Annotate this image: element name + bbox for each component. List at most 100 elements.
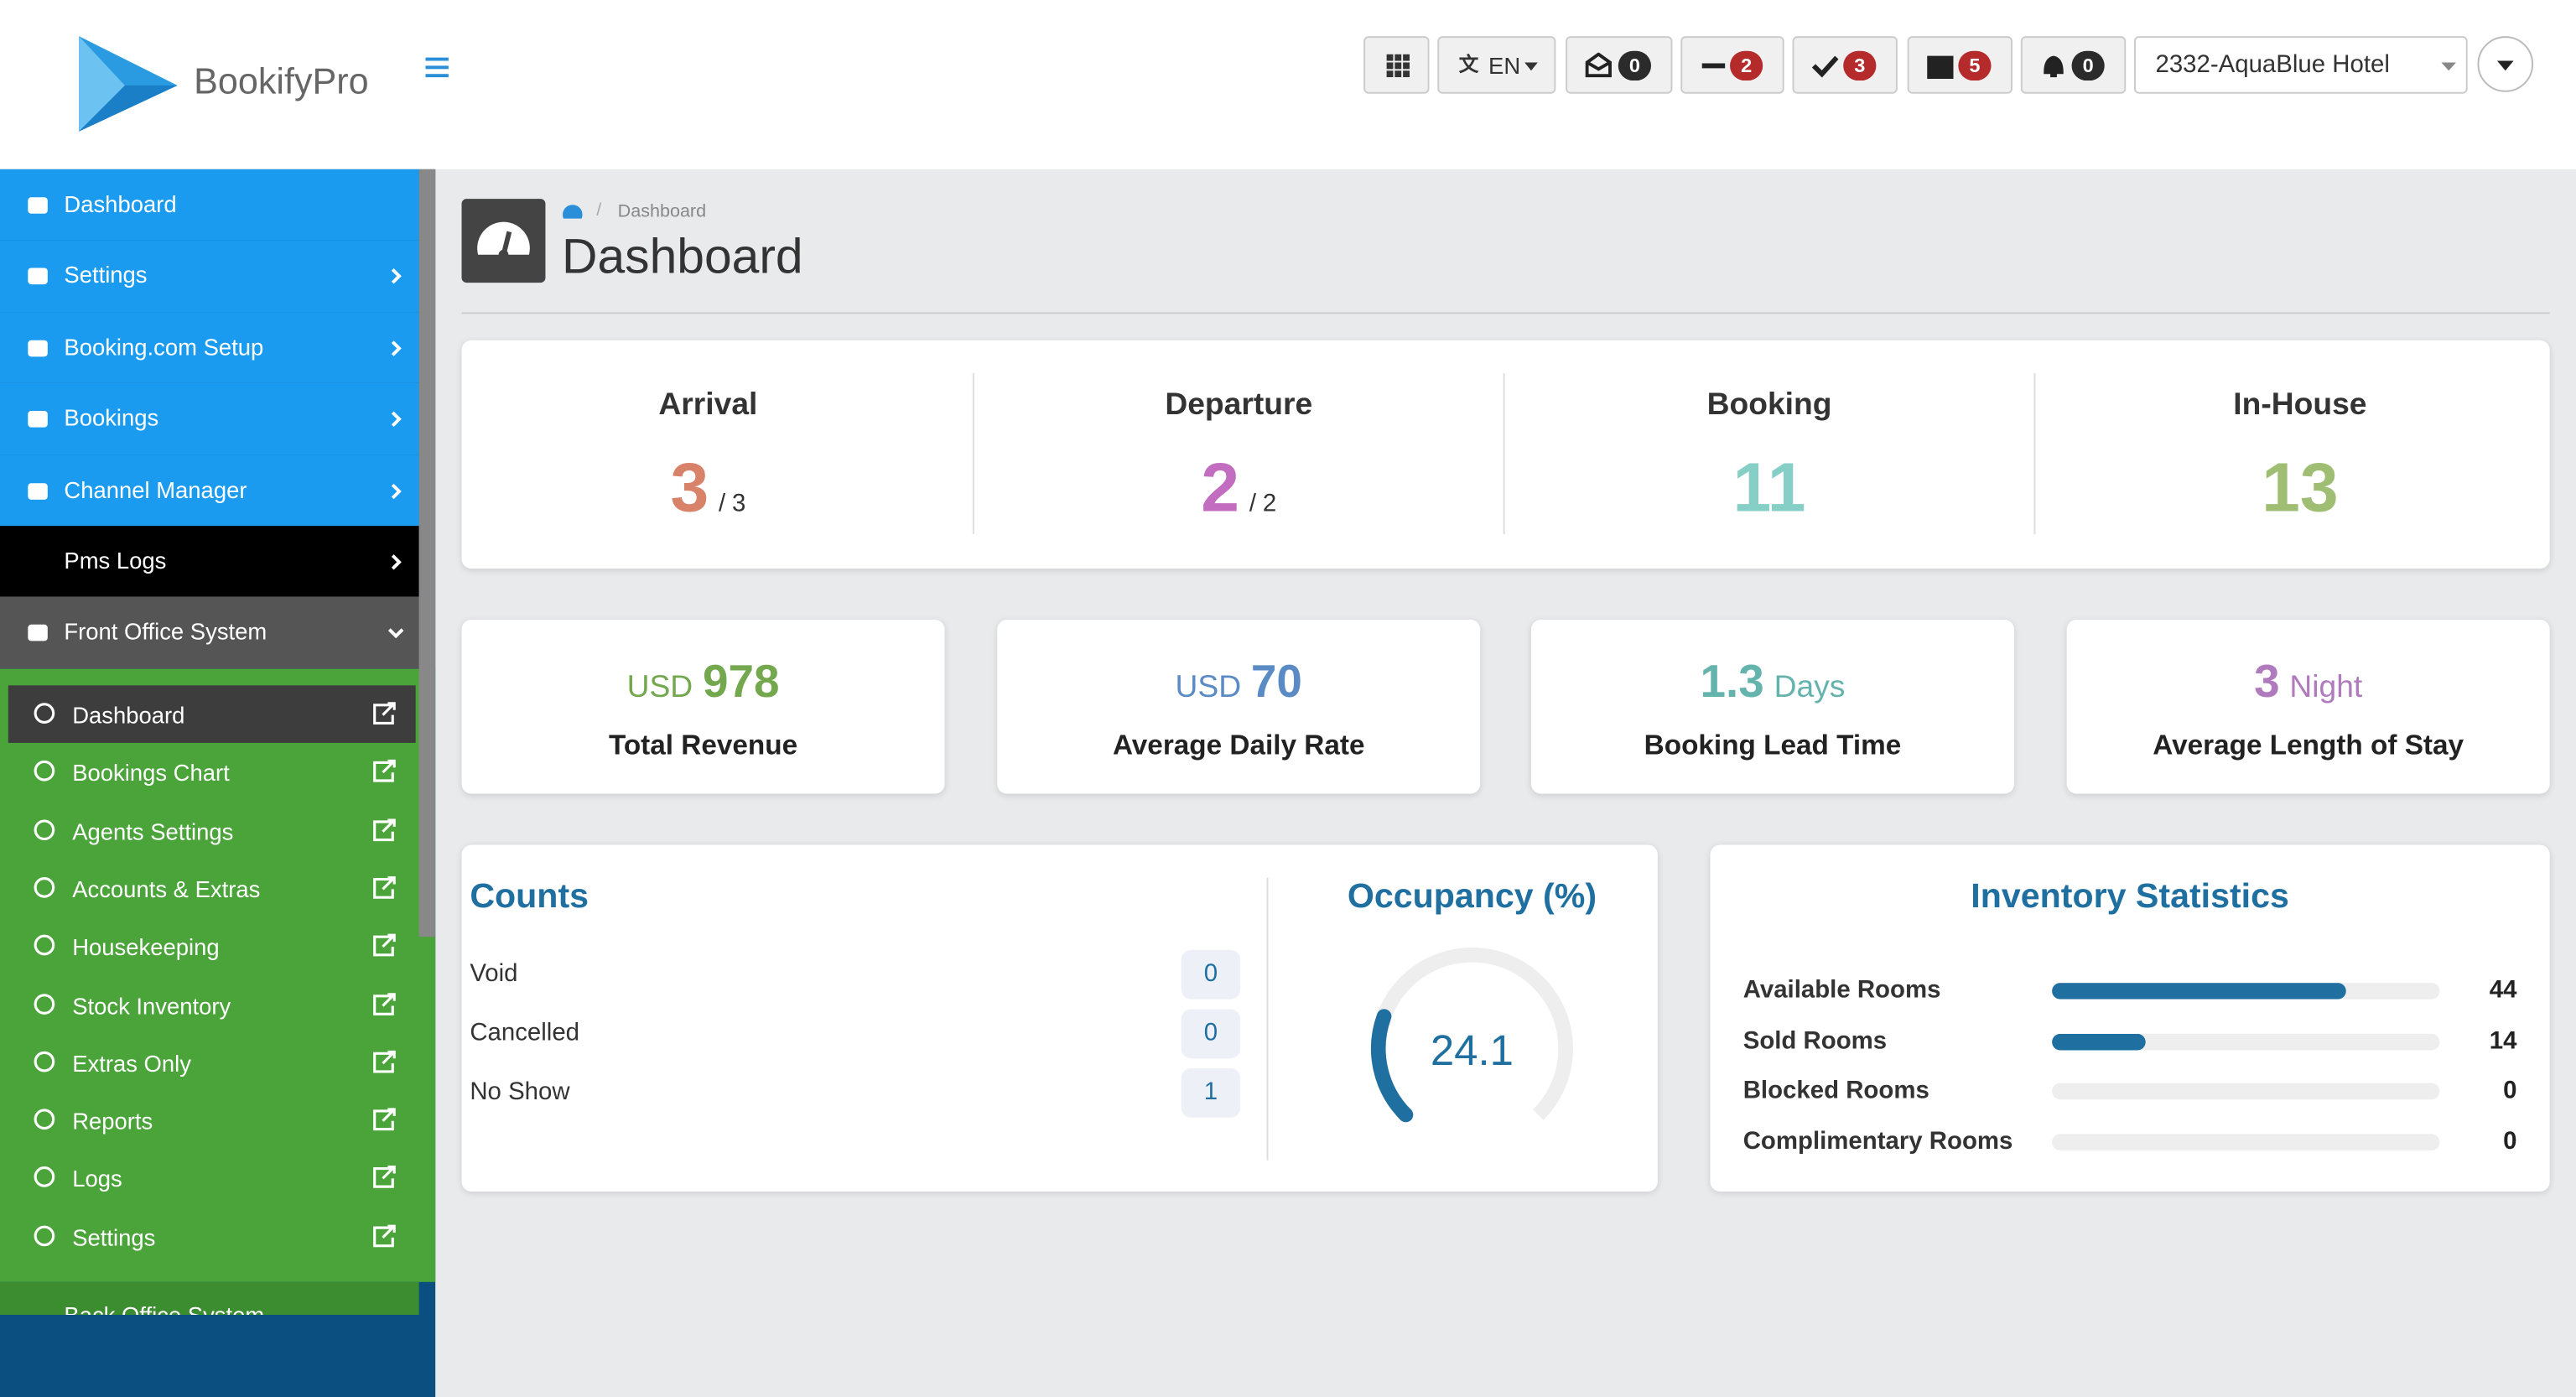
stat-value-row: 2/2: [1074, 449, 1403, 527]
submenu-label: Logs: [72, 1166, 122, 1192]
menu-label: Back Office System: [64, 1301, 264, 1315]
page-icon: [461, 199, 546, 283]
menu-label: Booking.com Setup: [64, 333, 264, 360]
progress-bar: [2052, 1033, 2146, 1050]
kpi-label: Total Revenue: [608, 730, 798, 761]
submenu-item[interactable]: Reports: [8, 1092, 416, 1150]
menu-label: Settings: [64, 262, 148, 288]
inventory-label: Blocked Rooms: [1742, 1077, 1929, 1105]
kpi-card: USD 70 Average Daily Rate: [997, 619, 1481, 794]
kpi-value: 978: [702, 656, 780, 707]
stat-value: 13: [2262, 449, 2339, 527]
kpi-suffix: Days: [1774, 670, 1846, 705]
scrollbar: [418, 169, 436, 937]
notification-button[interactable]: 5: [1907, 36, 2013, 94]
menu-item[interactable]: Pms Logs: [0, 526, 419, 598]
breadcrumb-sep: /: [596, 200, 602, 221]
progress-bar: [2052, 983, 2346, 1000]
kpi-label: Average Length of Stay: [2153, 730, 2464, 761]
apps-button[interactable]: [1363, 36, 1430, 94]
count-badge: 1: [1181, 1068, 1241, 1118]
badge: 0: [1618, 50, 1651, 81]
submenu-label: Housekeeping: [72, 933, 220, 961]
counts-title: Counts: [470, 877, 589, 916]
stat-label: In-House: [2233, 387, 2367, 423]
submenu-item[interactable]: Dashboard: [8, 685, 416, 744]
language-button[interactable]: 文 EN: [1437, 36, 1556, 94]
submenu-label: Settings: [72, 1223, 156, 1250]
page-title: Dashboard: [562, 230, 803, 285]
logo: [79, 36, 178, 132]
badge: 0: [2071, 50, 2105, 81]
column-divider: [1503, 372, 1505, 534]
stat-separator: /: [1249, 490, 1256, 518]
submenu: [0, 668, 436, 1282]
inventory-label: Sold Rooms: [1742, 1026, 1888, 1055]
submenu-label: Extras Only: [72, 1050, 191, 1077]
inventory-label: Available Rooms: [1742, 976, 1941, 1005]
kpi-label: Booking Lead Time: [1644, 730, 1902, 761]
menu-item: Back Office System: [0, 1281, 419, 1315]
progress-track: [2052, 1134, 2440, 1151]
submenu-item[interactable]: Agents Settings: [8, 802, 416, 859]
menu-label: Pms Logs: [64, 547, 167, 574]
kpi-value: 70: [1250, 656, 1302, 707]
progress-track: [2052, 1083, 2440, 1101]
submenu-item[interactable]: Housekeeping: [8, 917, 416, 975]
header: BookifyPro 文 EN 2332-AquaBlue Hotel: [0, 0, 2576, 169]
notification-button[interactable]: 3: [1792, 36, 1898, 94]
stat-value: 11: [1732, 449, 1806, 527]
inventory-value: 0: [2503, 1077, 2517, 1105]
kpi-card: 3 Night Average Length of Stay: [2066, 619, 2550, 794]
inventory-label: Complimentary Rooms: [1742, 1127, 2013, 1156]
submenu-item[interactable]: Settings: [8, 1207, 416, 1265]
menu-item[interactable]: Bookings: [0, 383, 419, 455]
count-label: Void: [470, 959, 518, 988]
sidebar: Dashboard Settings Booking.com Setup Bookin…: [0, 169, 436, 1397]
notification-button[interactable]: 0: [1566, 36, 1673, 94]
language: EN: [1488, 52, 1521, 80]
stat-value-row: 13: [2136, 449, 2464, 527]
submenu-item[interactable]: Bookings Chart: [8, 744, 416, 802]
stat-total: 2: [1262, 490, 1277, 518]
submenu-item[interactable]: Logs: [8, 1150, 416, 1207]
stat-value-row: 3/3: [543, 449, 872, 527]
hamburger[interactable]: [425, 56, 449, 79]
menu-item[interactable]: Channel Manager: [0, 454, 419, 527]
progress-track: [2052, 1033, 2440, 1050]
column-divider: [972, 372, 974, 534]
submenu-item[interactable]: Stock Inventory: [8, 975, 416, 1033]
menu-label: Channel Manager: [64, 475, 247, 502]
badge: 5: [1958, 50, 1992, 81]
count-badge: 0: [1181, 1009, 1241, 1059]
brand: BookifyPro: [194, 60, 369, 102]
kpi-prefix: USD: [1175, 670, 1242, 705]
hotel-select[interactable]: 2332-AquaBlue Hotel: [2134, 36, 2468, 94]
notification-button[interactable]: 0: [2020, 36, 2127, 94]
menu-item[interactable]: Settings: [0, 240, 419, 312]
kpi-card: 1.3 Days Booking Lead Time: [1530, 619, 2014, 794]
breadcrumb[interactable]: Dashboard: [617, 202, 707, 222]
stat-label: Booking: [1706, 387, 1832, 423]
user-menu[interactable]: [2477, 36, 2534, 92]
menu-item[interactable]: Booking.com Setup: [0, 312, 419, 384]
notification-button[interactable]: 2: [1680, 36, 1784, 94]
stat-value: 2: [1201, 449, 1240, 527]
submenu-item[interactable]: Extras Only: [8, 1033, 416, 1091]
kpi-value: 1.3: [1700, 656, 1764, 707]
inventory-card: Inventory Statistics Available Rooms 44 Sol…: [1710, 844, 2550, 1192]
stat-value-row: 11: [1605, 449, 1934, 527]
menu-item[interactable]: Dashboard: [0, 169, 419, 241]
submenu-item[interactable]: Accounts & Extras: [8, 859, 416, 917]
divider: [461, 312, 2550, 314]
submenu-label: Bookings Chart: [72, 760, 230, 787]
menu-item[interactable]: Front Office System: [0, 597, 419, 669]
hotel-name: 2332-AquaBlue Hotel: [2155, 50, 2390, 80]
summary-card: Arrival 3/3 Departure 2/2 Booking 11 In-House 1…: [461, 340, 2550, 569]
column-divider: [2033, 372, 2036, 534]
kpi-value-row: 1.3 Days: [1531, 656, 2014, 709]
gauge-value-arc: [1370, 1009, 1414, 1123]
column-divider: [1266, 877, 1269, 1161]
menu-label: Front Office System: [64, 618, 267, 646]
